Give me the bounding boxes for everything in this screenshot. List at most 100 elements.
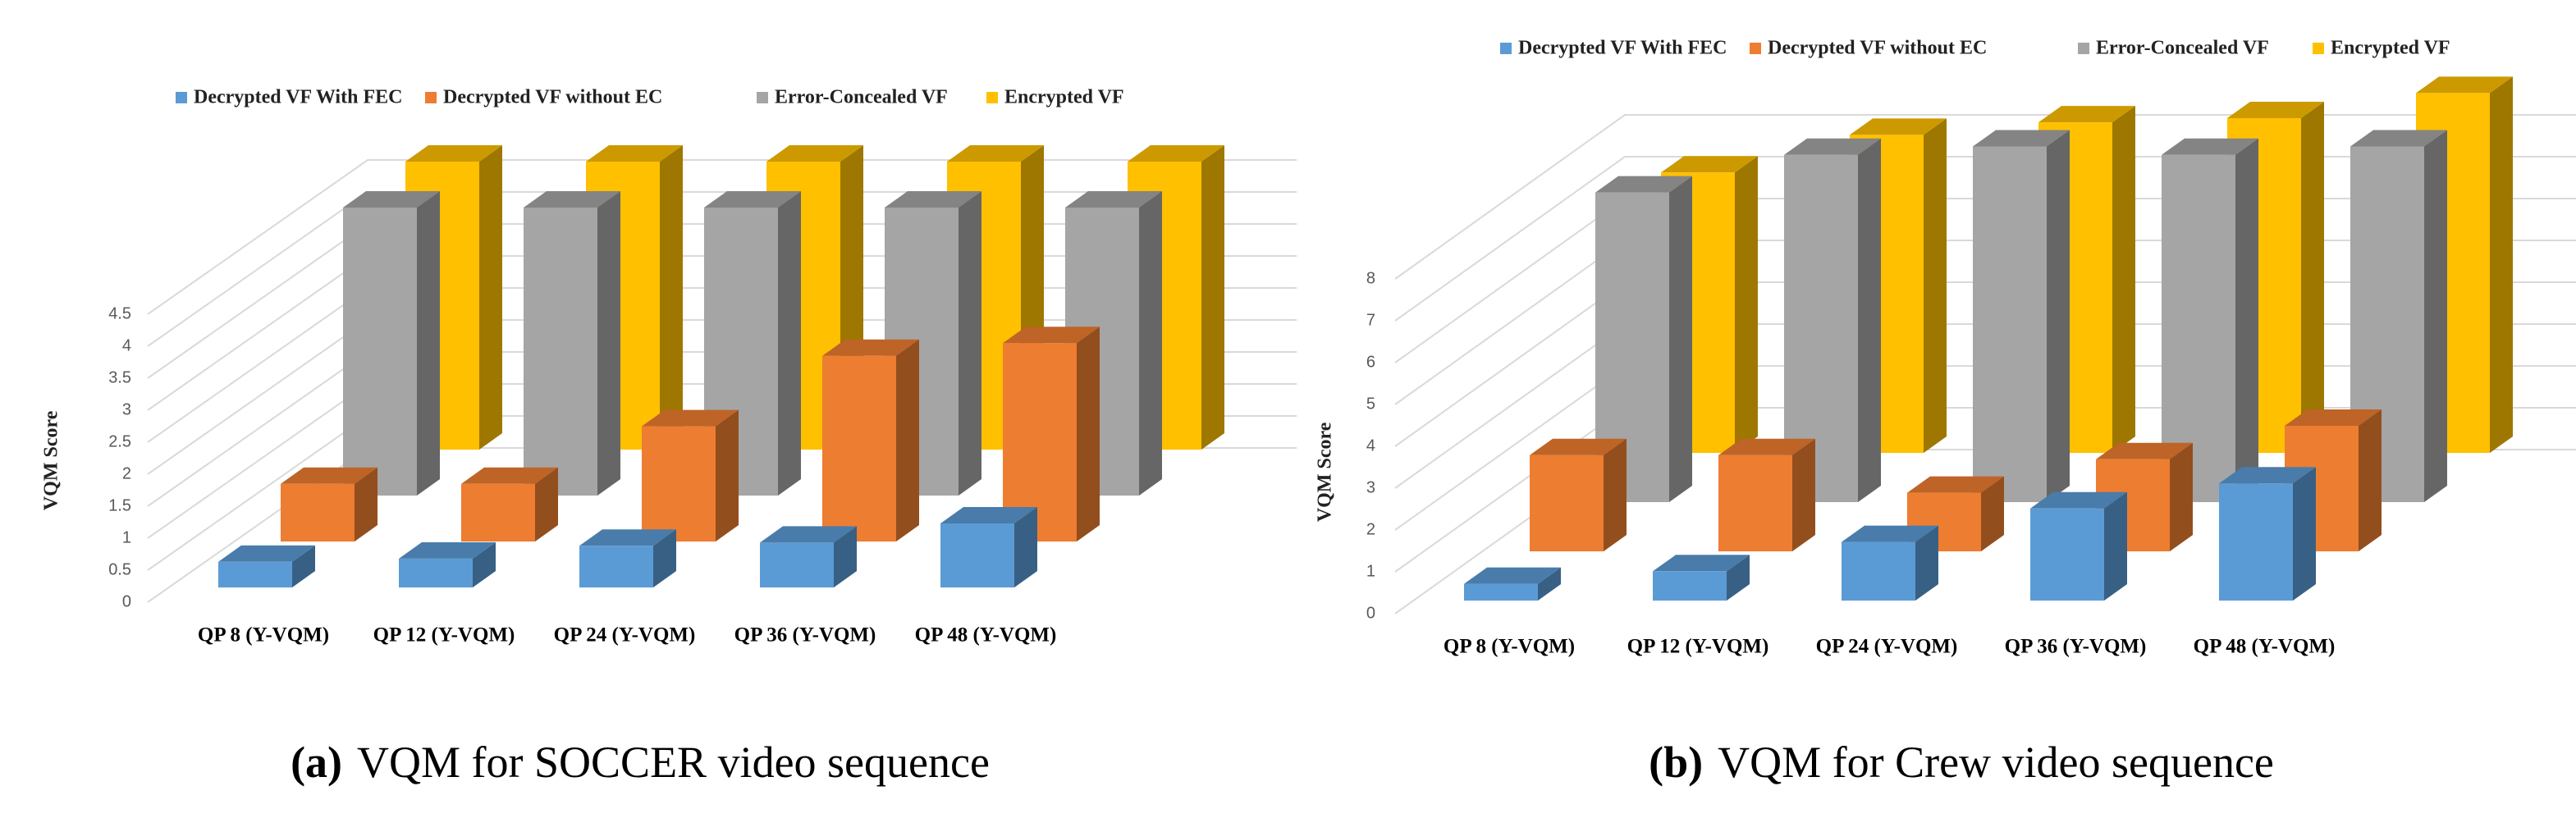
bar-side: [2170, 442, 2193, 551]
bar-top: [766, 145, 863, 162]
bar-side: [355, 467, 377, 542]
legend-swatch: [176, 92, 187, 103]
bar-top: [1530, 438, 1627, 455]
bar: [461, 483, 535, 542]
x-tick-label: QP 12 (Y-VQM): [373, 624, 515, 647]
bar-side: [834, 526, 857, 587]
x-tick-label: QP 8 (Y-VQM): [198, 624, 329, 647]
bar-top: [2416, 76, 2513, 94]
y-axis-label: VQM Score: [1315, 422, 1336, 522]
y-tick-label: 0: [1366, 604, 1375, 622]
legend-swatch: [2078, 43, 2089, 54]
bar-top: [2038, 106, 2135, 123]
bar: [579, 546, 653, 587]
y-tick-label: 7: [1366, 311, 1375, 329]
bar-top: [760, 526, 857, 543]
y-tick-label: 4.5: [108, 304, 131, 322]
bar: [2219, 483, 2293, 601]
bar-top: [2162, 138, 2258, 155]
bar-top: [1661, 156, 1758, 173]
bar-top: [642, 409, 739, 427]
bar-side: [2424, 130, 2447, 502]
y-tick-label: 2: [122, 464, 131, 482]
bar: [822, 355, 896, 542]
bar-side: [535, 467, 558, 542]
x-tick-label: QP 8 (Y-VQM): [1444, 636, 1575, 658]
bar: [218, 561, 292, 587]
bar-top: [1718, 438, 1815, 455]
bar-side: [2301, 102, 2324, 453]
bar-side: [896, 339, 919, 542]
bar: [2030, 508, 2104, 601]
caption-label: (b): [1649, 738, 1703, 787]
bar-side: [1735, 156, 1758, 454]
y-tick-label: 2.5: [108, 432, 131, 450]
bar-side: [2359, 409, 2382, 551]
bar: [524, 208, 597, 496]
bar-top: [1464, 567, 1561, 584]
bar: [1973, 146, 2047, 502]
bar-side: [778, 191, 801, 496]
bar-side: [417, 191, 440, 496]
legend-swatch: [757, 92, 768, 103]
bar-side: [292, 545, 315, 587]
bar-side: [1669, 176, 1692, 502]
bar: [1842, 542, 1915, 601]
bar-side: [1077, 327, 1100, 542]
bar-top: [940, 507, 1037, 523]
bar-top: [343, 191, 440, 208]
legend-label: Error-Concealed VF: [2096, 38, 2269, 59]
bar-top: [579, 529, 676, 546]
x-tick-label: QP 36 (Y-VQM): [2005, 636, 2147, 658]
y-tick-label: 5: [1366, 395, 1375, 413]
bar: [281, 483, 355, 542]
bar-top: [1842, 525, 1938, 542]
bar-side: [1538, 567, 1561, 601]
bar-top: [1907, 476, 2004, 493]
caption-text: VQM for Crew video sequence: [1718, 738, 2274, 787]
x-tick-label: QP 48 (Y-VQM): [915, 624, 1057, 647]
bar-side: [660, 145, 683, 450]
bar-top: [1850, 118, 1947, 135]
bar-top: [461, 467, 558, 484]
bar-side: [1604, 438, 1627, 551]
legend-label: Decrypted VF With FEC: [194, 87, 402, 108]
legend-label: Encrypted VF: [2331, 38, 2450, 59]
bar-side: [2047, 130, 2070, 502]
bar: [399, 558, 473, 587]
bar-side: [1139, 191, 1162, 496]
bar-top: [1065, 191, 1162, 208]
y-tick-label: 4: [122, 336, 131, 354]
bar-top: [1003, 327, 1100, 344]
y-tick-label: 3.5: [108, 368, 131, 386]
bar-top: [405, 145, 502, 162]
bar: [760, 542, 834, 587]
bar-top: [1973, 130, 2070, 147]
bar-top: [1653, 555, 1750, 572]
bar-top: [947, 145, 1044, 162]
y-tick-label: 6: [1366, 353, 1375, 371]
bar-side: [653, 529, 676, 587]
x-tick-label: QP 24 (Y-VQM): [554, 624, 696, 647]
legend-swatch: [2313, 43, 2324, 54]
legend-swatch: [425, 92, 437, 103]
bar-top: [885, 191, 981, 208]
bar: [1653, 571, 1727, 601]
bar-top: [586, 145, 683, 162]
caption: (b) VQM for Crew video sequence: [1649, 738, 2274, 787]
bar-side: [1915, 525, 1938, 601]
caption-label: (a): [291, 738, 342, 787]
bar-top: [2030, 491, 2127, 509]
x-tick-label: QP 48 (Y-VQM): [2194, 636, 2336, 658]
bar-top: [2285, 409, 2382, 426]
bar-side: [1727, 555, 1750, 601]
x-tick-label: QP 24 (Y-VQM): [1816, 636, 1958, 658]
bar-top: [2227, 102, 2324, 118]
bar-top: [218, 545, 315, 562]
caption-text: VQM for SOCCER video sequence: [357, 738, 990, 787]
bar-side: [959, 191, 981, 496]
x-tick-label: QP 12 (Y-VQM): [1627, 636, 1769, 658]
y-tick-label: 1: [1366, 562, 1375, 580]
bar-top: [399, 542, 496, 559]
